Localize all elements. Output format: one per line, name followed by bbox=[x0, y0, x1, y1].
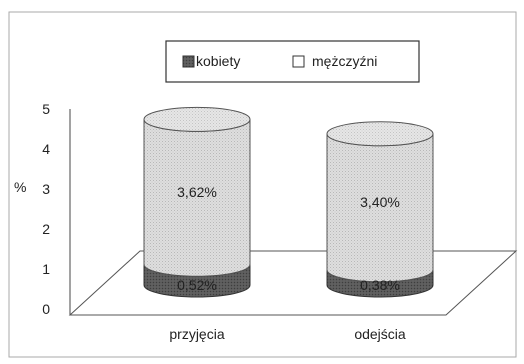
legend-label-kobiety: kobiety bbox=[196, 53, 240, 69]
legend-swatch-kobiety bbox=[182, 55, 195, 68]
y-ticks: 0 1 2 3 4 5 bbox=[42, 101, 50, 317]
data-label-kobiety: 0,52% bbox=[177, 277, 217, 293]
chart-floor bbox=[68, 250, 518, 316]
y-tick-label: 4 bbox=[42, 141, 50, 157]
cylinder-1: 3,40% 0,38% bbox=[326, 121, 434, 298]
legend-swatch-mezczyzni bbox=[292, 55, 305, 68]
y-tick-label: 5 bbox=[42, 101, 50, 117]
x-tick-label: odejścia bbox=[354, 326, 406, 342]
cylinder-top bbox=[326, 121, 434, 147]
data-label-mezczyzni: 3,62% bbox=[177, 184, 217, 200]
y-tick-label: 0 bbox=[42, 301, 50, 317]
x-tick-labels: przyjęcia odejścia bbox=[169, 326, 406, 342]
cylinder-top bbox=[143, 106, 251, 132]
data-label-mezczyzni: 3,40% bbox=[360, 194, 400, 210]
bars: 3,62% 0,52% 3,40% 0,38% bbox=[143, 106, 434, 298]
legend-label-mezczyzni: mężczyźni bbox=[312, 53, 377, 69]
y-axis-label: % bbox=[14, 179, 26, 195]
y-tick-label: 3 bbox=[42, 181, 50, 197]
y-tick-label: 1 bbox=[42, 261, 50, 277]
data-label-kobiety: 0,38% bbox=[360, 277, 400, 293]
legend: kobiety mężczyźni bbox=[165, 40, 420, 83]
cylinder-0: 3,62% 0,52% bbox=[143, 106, 251, 298]
x-tick-label: przyjęcia bbox=[169, 326, 224, 342]
y-tick-label: 2 bbox=[42, 221, 50, 237]
